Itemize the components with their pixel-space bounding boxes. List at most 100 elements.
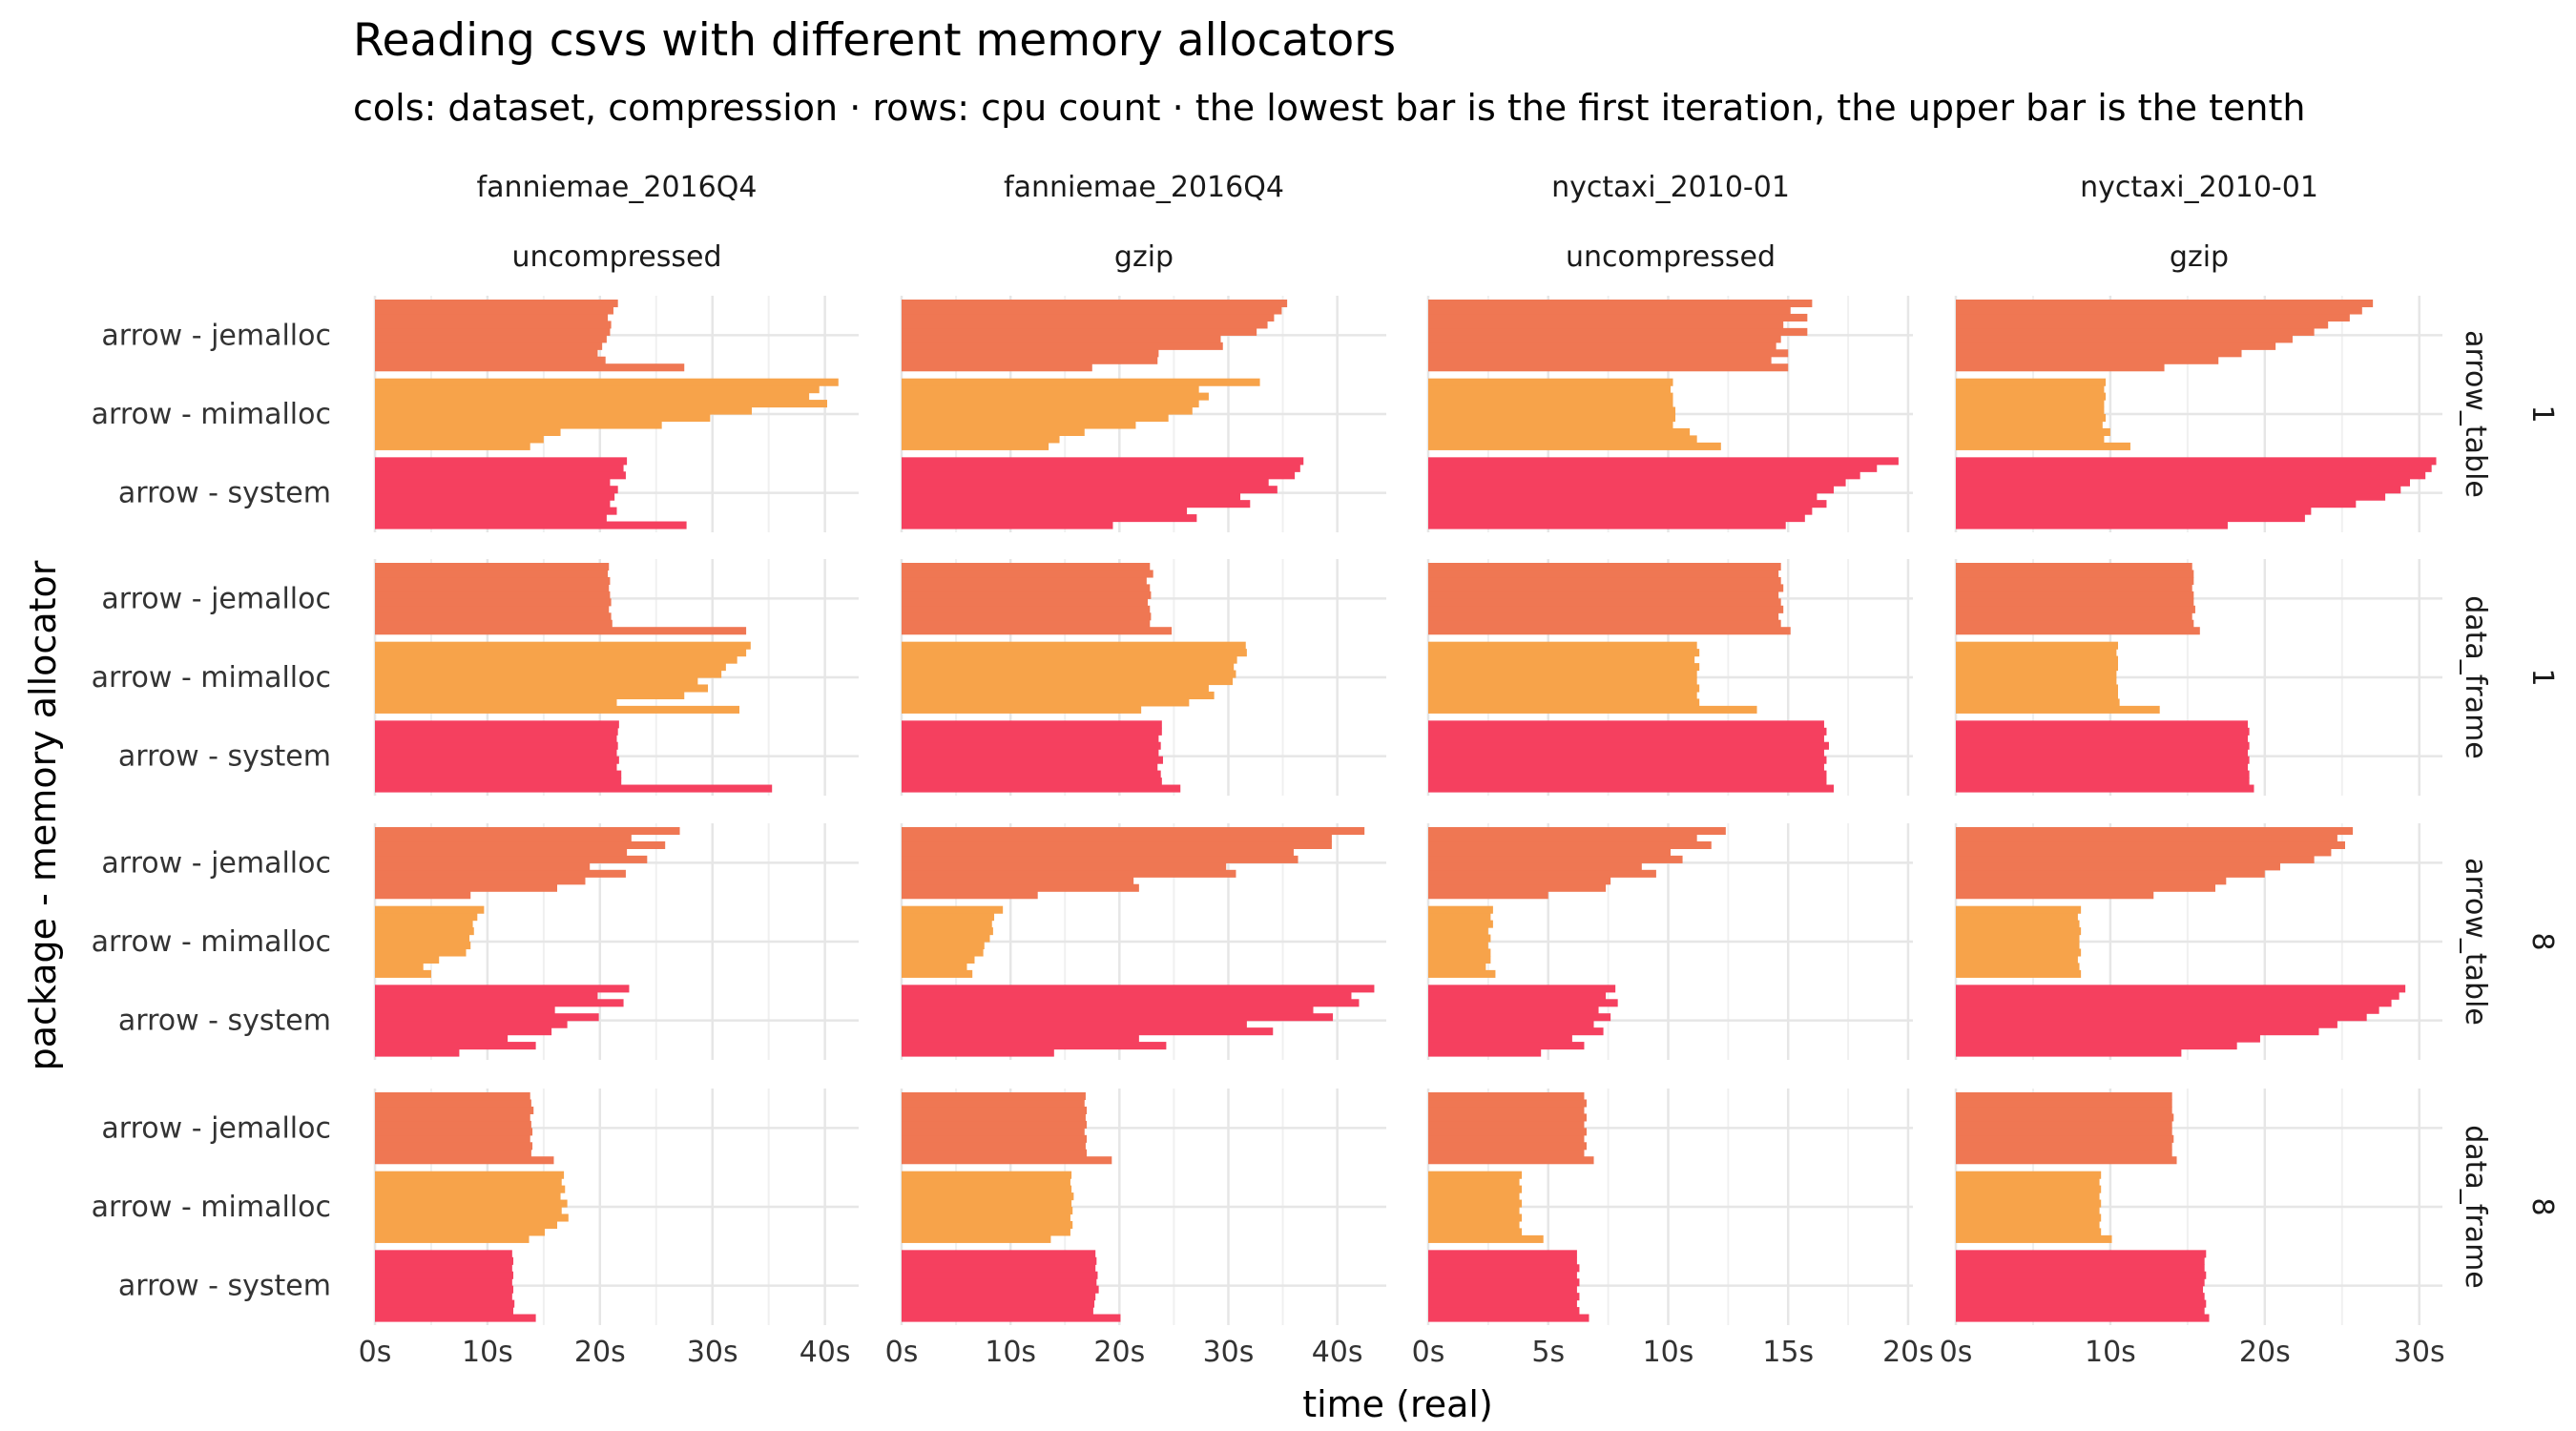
bar-jemalloc-iter-10 [1428,1092,1585,1101]
bar-mimalloc-iter-9 [375,1178,562,1187]
bar-jemalloc-iter-4 [1428,1134,1585,1143]
chart-subtitle: cols: dataset, compression · rows: cpu c… [353,87,2305,129]
panel-r4-c2 [900,1089,1386,1325]
bar-system-iter-1 [1956,1314,2210,1322]
bar-mimalloc-iter-7 [1956,927,2082,936]
panel-r1-c2 [900,296,1386,532]
bar-mimalloc-iter-4 [1956,948,2082,957]
bar-mimalloc-iter-8 [902,392,1209,401]
panel-r2-c1 [373,559,859,796]
bar-jemalloc-iter-1 [902,891,1038,900]
bar-mimalloc-iter-8 [375,392,810,401]
bar-system-iter-1 [375,784,773,793]
bar-mimalloc-iter-3 [902,691,1215,699]
bar-mimalloc-iter-5 [375,414,711,423]
strip-package-row-2: data_frame [2459,595,2492,759]
bar-mimalloc-iter-8 [902,1185,1072,1193]
bar-jemalloc-iter-1 [902,363,1092,372]
bar-mimalloc-iter-9 [902,1178,1070,1187]
bar-system-iter-6 [902,1278,1097,1287]
bar-system-iter-10 [1428,985,1616,993]
bar-jemalloc-iter-7 [1428,321,1784,329]
bar-jemalloc-iter-1 [1428,891,1548,900]
bar-mimalloc-iter-4 [375,421,662,429]
bar-system-iter-5 [375,1285,514,1294]
bar-mimalloc-iter-4 [902,1213,1070,1222]
bar-mimalloc-iter-8 [1428,1185,1523,1193]
bar-system-iter-4 [1428,763,1824,772]
bar-jemalloc-iter-6 [902,327,1257,336]
bar-mimalloc-iter-9 [1428,913,1491,922]
x-tick-label: 20s [574,1336,626,1369]
bar-mimalloc-iter-7 [902,663,1235,672]
bar-mimalloc-iter-4 [902,684,1209,693]
bar-mimalloc-iter-9 [375,649,747,657]
bar-jemalloc-iter-5 [902,335,1221,343]
bar-jemalloc-iter-3 [1956,877,2227,885]
bar-system-iter-10 [902,457,1304,466]
bar-system-iter-5 [902,492,1241,501]
bar-mimalloc-iter-6 [375,934,470,943]
bar-mimalloc-iter-6 [375,1199,568,1208]
bar-system-iter-4 [375,500,611,508]
bar-jemalloc-iter-7 [1956,321,2329,329]
bar-mimalloc-iter-4 [375,948,467,957]
panel-r1-c1 [373,296,859,532]
bar-system-iter-1 [1428,521,1786,529]
bar-mimalloc-iter-10 [375,1171,565,1179]
bar-jemalloc-iter-4 [902,605,1151,613]
bar-system-iter-5 [902,756,1163,764]
bar-mimalloc-iter-3 [1956,691,2118,699]
bar-jemalloc-iter-4 [375,605,610,613]
bar-jemalloc-iter-1 [375,627,747,635]
bar-mimalloc-iter-3 [1428,1220,1520,1229]
bar-jemalloc-iter-9 [1956,834,2337,842]
bar-jemalloc-iter-1 [375,891,471,900]
bar-mimalloc-iter-6 [902,1199,1072,1208]
bar-jemalloc-iter-1 [1428,1156,1594,1165]
bar-system-iter-7 [902,1006,1314,1014]
bar-jemalloc-iter-4 [375,342,603,350]
bar-system-iter-9 [902,991,1352,1000]
bar-system-iter-7 [902,1271,1098,1279]
bar-jemalloc-iter-2 [902,883,1139,892]
x-tick-label: 10s [1643,1336,1694,1369]
bar-jemalloc-iter-4 [1956,342,2276,350]
bar-jemalloc-iter-6 [375,1120,531,1129]
bar-mimalloc-iter-1 [1428,705,1757,714]
bar-jemalloc-iter-7 [375,584,610,592]
bar-jemalloc-iter-8 [1428,576,1781,585]
bar-system-iter-6 [1428,486,1835,494]
bar-jemalloc-iter-7 [1956,1113,2174,1122]
bar-mimalloc-iter-3 [375,691,685,699]
bar-mimalloc-iter-1 [1956,442,2130,450]
bar-system-iter-10 [375,720,619,729]
bar-mimalloc-iter-4 [1956,1213,2102,1222]
bar-mimalloc-iter-4 [902,948,984,957]
bar-jemalloc-iter-9 [1428,834,1697,842]
bar-jemalloc-iter-7 [1956,848,2332,857]
strip-cpu-row-2: 1 [2525,668,2559,686]
bar-system-iter-3 [1428,507,1813,515]
bar-system-iter-10 [1428,457,1899,466]
bar-jemalloc-iter-8 [1956,313,2350,321]
bar-system-iter-6 [1428,1278,1580,1287]
strip-cpu-row-3: 8 [2525,932,2559,950]
bar-jemalloc-iter-8 [1428,1106,1585,1114]
bar-jemalloc-iter-2 [902,1149,1088,1157]
bar-mimalloc-iter-4 [1428,421,1673,429]
y-tick-label: arrow - system [118,740,331,774]
bar-jemalloc-iter-4 [1956,605,2195,613]
bar-mimalloc-iter-10 [375,378,839,386]
bar-jemalloc-iter-6 [375,591,611,599]
bar-system-iter-7 [1428,1006,1599,1014]
bar-mimalloc-iter-5 [902,942,985,950]
bar-jemalloc-iter-1 [1428,627,1791,635]
bar-system-iter-7 [1956,1006,2379,1014]
bar-jemalloc-iter-9 [1428,570,1779,578]
bar-system-iter-3 [375,1299,515,1308]
x-tick-label: 20s [1882,1336,1934,1369]
bar-system-iter-5 [1428,1020,1594,1028]
bar-jemalloc-iter-4 [902,342,1223,350]
